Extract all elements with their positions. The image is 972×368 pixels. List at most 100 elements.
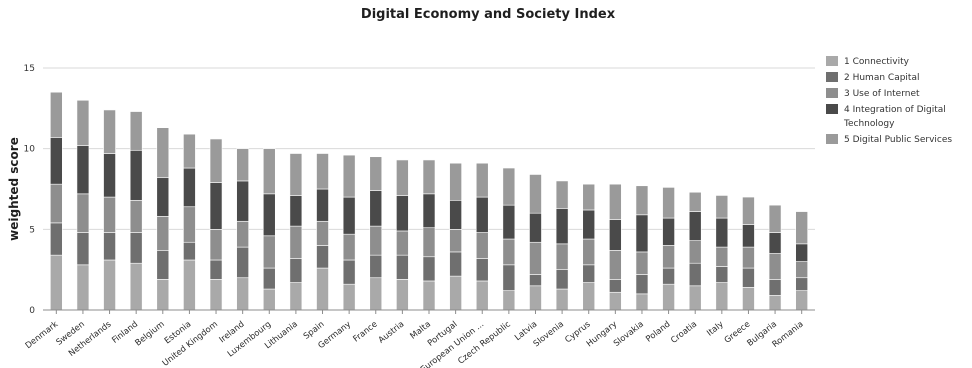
bar-segment	[449, 229, 462, 253]
bar-segment	[262, 235, 276, 269]
bar-segment	[209, 229, 223, 261]
bar-layer	[50, 91, 808, 311]
bar-segment	[209, 259, 223, 280]
bar-segment	[76, 99, 90, 146]
x-tick-label: Austria	[376, 319, 405, 345]
bar-segment	[129, 232, 143, 264]
legend-label: 5 Digital Public Services	[844, 135, 952, 145]
bar-segment	[422, 193, 436, 229]
bar-segment	[529, 274, 542, 287]
x-tick-label: Slovakia	[611, 319, 645, 349]
bar-segment	[688, 285, 702, 311]
bar-segment	[502, 238, 516, 266]
bar-segment	[609, 279, 622, 293]
legend-label: 2 Human Capital	[844, 73, 919, 83]
bar-segment	[475, 280, 489, 311]
bar-segment	[369, 254, 383, 279]
bar-segment	[262, 193, 276, 237]
legend-label: 4 Integration of Digital	[844, 105, 946, 115]
bar-segment	[342, 233, 356, 261]
bar-segment	[76, 264, 90, 311]
bar-segment	[422, 280, 436, 311]
bar-segment	[502, 204, 516, 240]
bar-segment	[76, 232, 90, 266]
bar-segment	[316, 220, 329, 246]
bar-segment	[502, 264, 516, 291]
bar-segment	[183, 206, 196, 243]
bar-segment	[715, 195, 729, 219]
bar-segment	[768, 253, 782, 280]
x-tick-label: Italy	[705, 319, 726, 338]
bar-segment	[582, 238, 596, 266]
bar-segment	[635, 293, 649, 311]
bar-segment	[183, 241, 196, 261]
bar-segment	[635, 185, 649, 216]
bar-segment	[715, 246, 729, 267]
bar-segment	[156, 216, 170, 251]
bar-segment	[396, 279, 409, 311]
bar-segment	[662, 245, 675, 269]
bar-segment	[635, 251, 649, 275]
bar-segment	[555, 243, 569, 270]
bar-segment	[156, 127, 170, 179]
bar-segment	[795, 290, 808, 311]
bar-segment	[396, 159, 409, 196]
bar-segment	[209, 279, 223, 311]
bar-segment	[103, 259, 116, 311]
bar-segment	[449, 162, 462, 201]
legend-swatch	[826, 88, 838, 98]
bar-segment	[688, 191, 702, 212]
bar-segment	[316, 188, 329, 222]
bar-segment	[742, 224, 755, 248]
bar-segment	[662, 283, 675, 311]
bar-segment	[369, 156, 383, 191]
bar-segment	[156, 250, 170, 280]
bar-segment	[662, 267, 675, 285]
bar-segment	[103, 196, 116, 233]
legend-swatch	[826, 134, 838, 144]
bar-segment	[183, 133, 196, 169]
bar-segment	[502, 167, 516, 206]
bar-segment	[396, 195, 409, 232]
bar-segment	[662, 217, 675, 246]
bar-segment	[422, 227, 436, 258]
bar-segment	[156, 177, 170, 217]
bar-segment	[183, 259, 196, 311]
bar-segment	[289, 282, 303, 311]
bar-segment	[582, 183, 596, 211]
bar-segment	[688, 262, 702, 287]
legend-swatch	[826, 72, 838, 82]
bar-segment	[129, 111, 143, 151]
bar-segment	[369, 190, 383, 227]
bar-segment	[289, 153, 303, 196]
bar-segment	[768, 279, 782, 296]
bar-segment	[768, 232, 782, 254]
bar-segment	[50, 254, 63, 311]
bar-segment	[582, 264, 596, 283]
bar-segment	[369, 277, 383, 311]
bar-segment	[103, 109, 116, 154]
bar-segment	[422, 159, 436, 195]
bar-segment	[609, 219, 622, 251]
bar-segment	[76, 193, 90, 233]
bar-segment	[795, 243, 808, 262]
bar-segment	[635, 274, 649, 295]
bar-segment	[236, 220, 249, 248]
bar-segment	[316, 245, 329, 269]
bar-segment	[555, 180, 569, 209]
bar-segment	[742, 196, 755, 225]
bar-segment	[50, 91, 63, 138]
bar-segment	[529, 212, 542, 243]
legend-swatch	[826, 104, 838, 114]
bar-segment	[209, 138, 223, 183]
bar-segment	[609, 183, 622, 220]
bar-segment	[316, 153, 329, 190]
x-tick-label: Croatia	[669, 319, 699, 345]
bar-segment	[236, 148, 249, 182]
bar-segment	[342, 259, 356, 285]
bar-segment	[262, 288, 276, 311]
bar-segment	[396, 230, 409, 256]
bar-segment	[715, 266, 729, 283]
legend: 1 Connectivity 2 Human Capital 3 Use of In…	[826, 56, 952, 145]
